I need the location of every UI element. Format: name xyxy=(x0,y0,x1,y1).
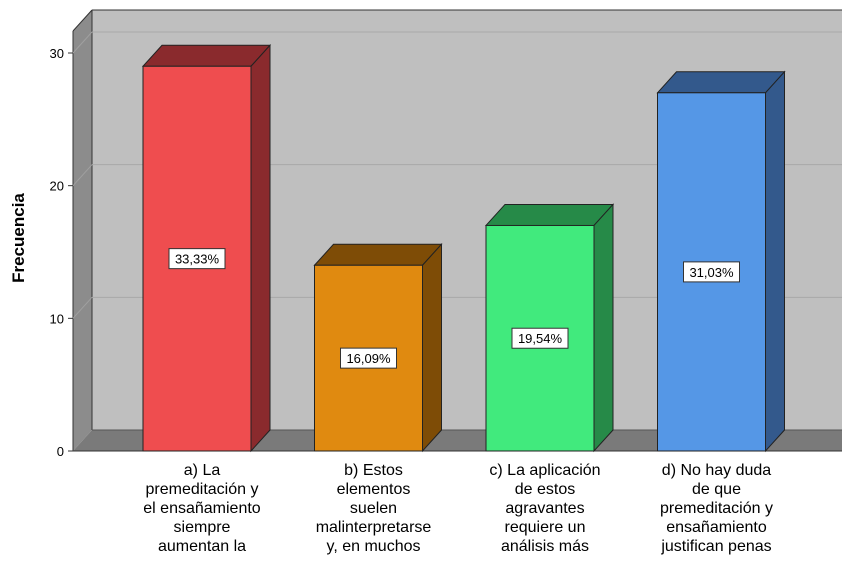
bar-top xyxy=(313,243,443,266)
bars: 33,33% 16,09% 19,54% 31,03% xyxy=(141,43,786,453)
bar-top xyxy=(141,44,272,67)
category-label-line: b) Estos xyxy=(344,462,403,479)
left-wall-top-edge xyxy=(72,9,93,32)
category-label-line: suelen xyxy=(350,500,397,517)
gridline-left-30 xyxy=(72,31,93,54)
category-labels: a) La premeditación y el ensañamiento siemp… xyxy=(143,462,773,555)
y-ticks: 0 10 20 30 xyxy=(50,46,73,459)
category-label-line: y, en muchos xyxy=(327,538,421,555)
category-label-line: siempre xyxy=(174,519,231,536)
bar-side xyxy=(765,70,785,453)
category-label-line: aumentan la xyxy=(158,538,246,555)
bar-side xyxy=(250,43,271,453)
data-label-box xyxy=(168,248,226,270)
bar-3: 19,54% xyxy=(484,203,615,453)
category-label-line: elementos xyxy=(337,481,411,498)
category-label-line: premeditación y xyxy=(146,481,259,498)
tick-label-30: 30 xyxy=(50,46,64,61)
category-label-1: a) La premeditación y el ensañamiento siemp… xyxy=(143,462,261,555)
gridline-left-20 xyxy=(72,164,93,187)
left-wall xyxy=(73,10,92,451)
bar-4: 31,03% xyxy=(656,70,786,453)
category-label-2: b) Estos elementos suelen malinterpretarse y… xyxy=(316,462,432,555)
bar-side xyxy=(422,242,442,453)
data-label-box xyxy=(340,347,397,369)
category-label-line: ensañamiento xyxy=(666,519,767,536)
back-wall xyxy=(92,10,842,430)
category-label-line: premeditación y xyxy=(660,500,773,517)
bar-2: 16,09% xyxy=(313,242,443,453)
bar-side xyxy=(593,203,614,453)
tick-label-20: 20 xyxy=(50,179,64,194)
bar-1: 33,33% xyxy=(141,43,272,453)
category-label-line: a) La xyxy=(184,462,221,479)
data-label-box xyxy=(683,261,740,283)
y-axis-label: Frecuencia xyxy=(9,193,28,283)
data-label: 31,03% xyxy=(689,265,734,280)
category-label-line: requiere un xyxy=(505,519,586,536)
category-label-line: análisis más xyxy=(501,538,589,555)
category-label-line: malinterpretarse xyxy=(316,519,432,536)
bar-top xyxy=(656,71,786,94)
category-label-line: el ensañamiento xyxy=(143,500,261,517)
bar-top xyxy=(484,203,615,226)
tick-label-10: 10 xyxy=(50,311,64,326)
category-label-line: d) No hay duda xyxy=(662,462,772,479)
data-label: 16,09% xyxy=(346,351,391,366)
category-label-line: de estos xyxy=(515,481,575,498)
category-label-4: d) No hay duda de que premeditación y ensañ… xyxy=(660,462,773,555)
category-label-3: c) La aplicación de estos agravantes requie… xyxy=(489,462,600,555)
category-label-line: de que xyxy=(692,481,741,498)
data-label: 19,54% xyxy=(518,331,563,346)
category-label-line: agravantes xyxy=(505,500,584,517)
gridline-left-10 xyxy=(72,296,93,319)
data-label-box xyxy=(511,327,569,349)
category-label-line: c) La aplicación xyxy=(489,462,600,479)
data-label: 33,33% xyxy=(175,252,220,267)
tick-label-0: 0 xyxy=(57,444,64,459)
category-label-line: justifican penas xyxy=(660,538,771,555)
